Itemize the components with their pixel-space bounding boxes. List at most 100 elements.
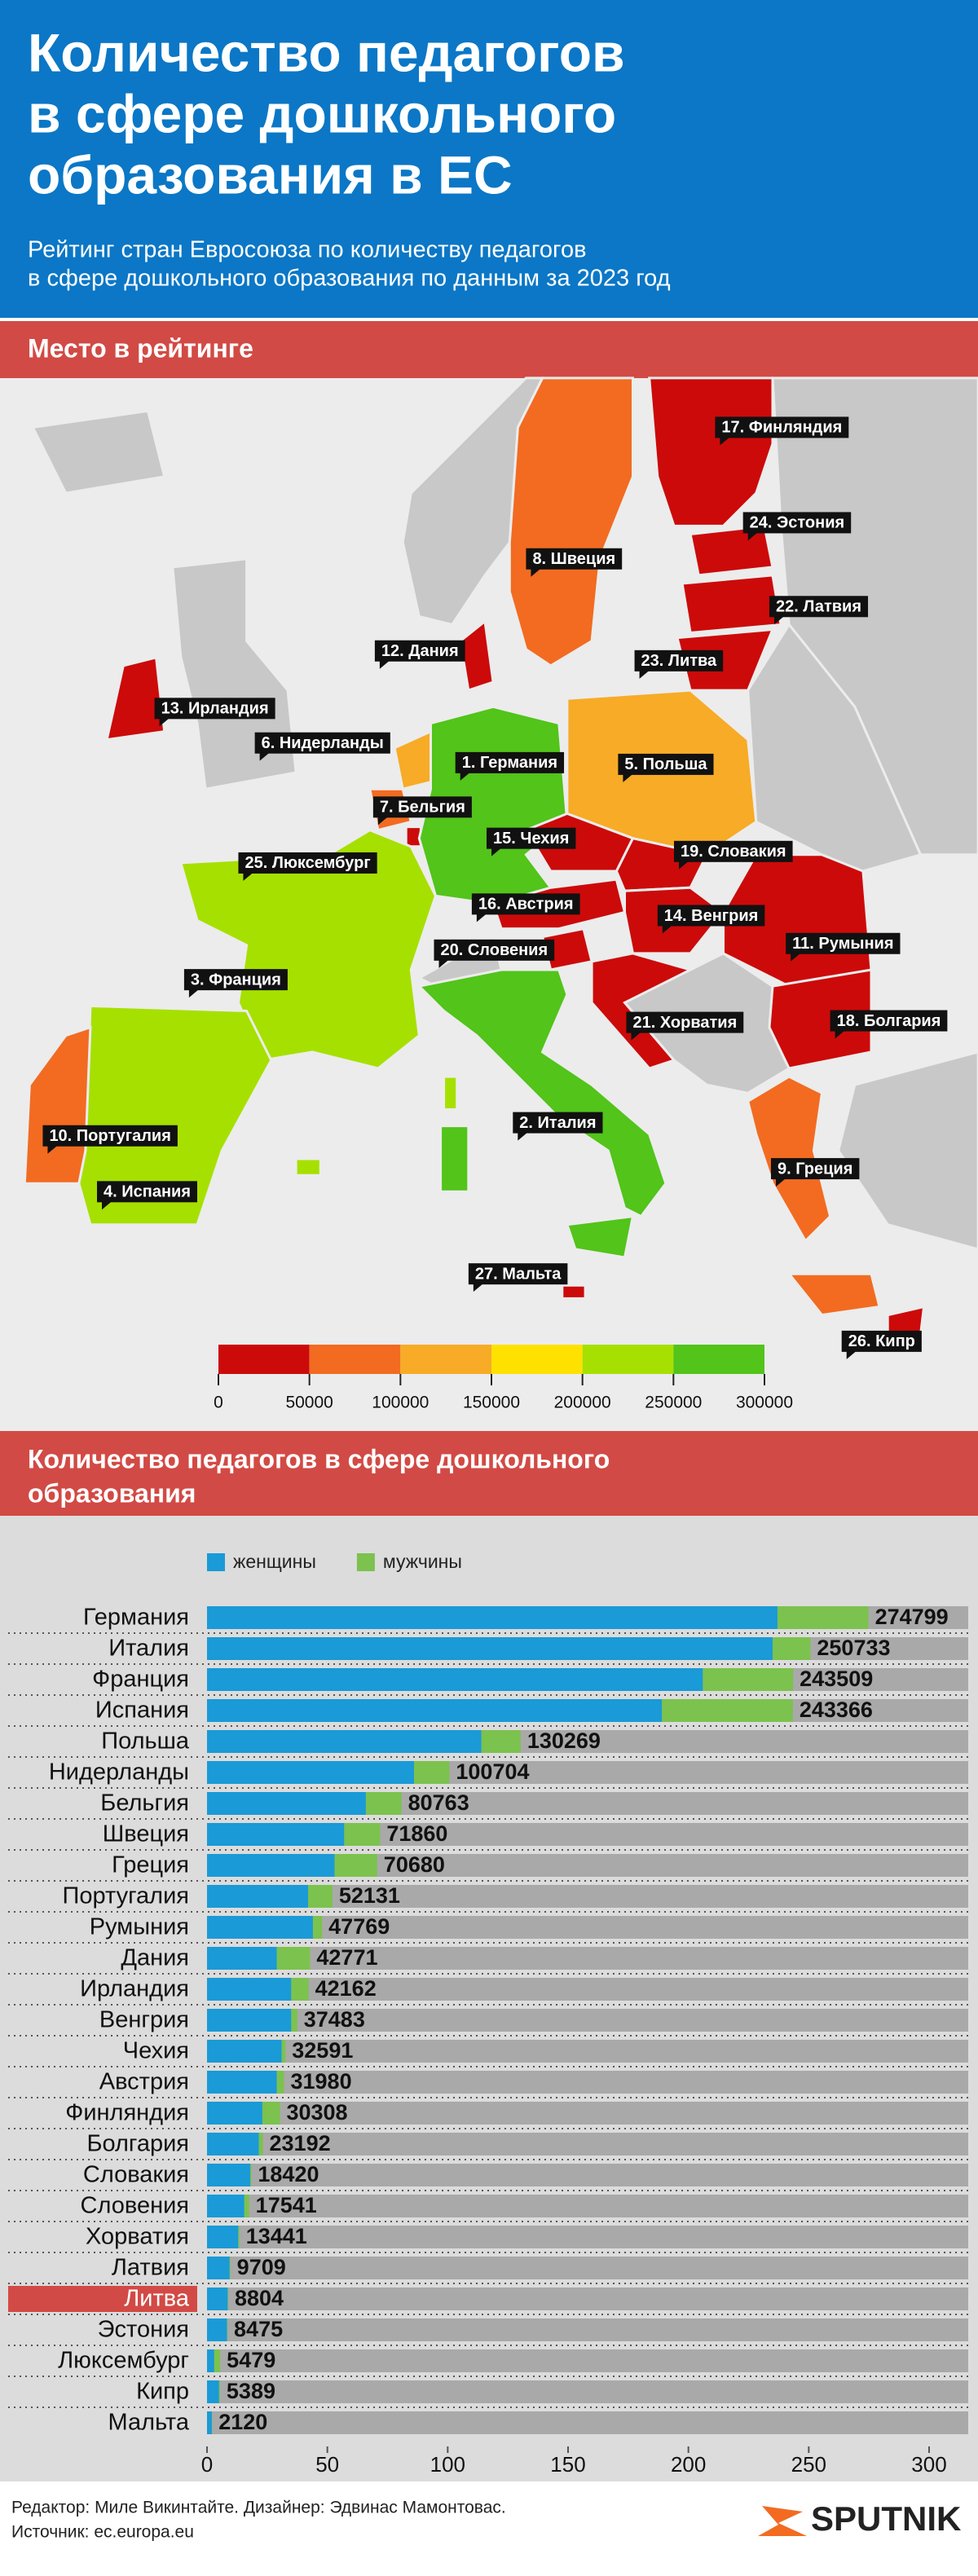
y-tick-label: Австрия bbox=[99, 2069, 189, 2095]
scale-tick-label: 300000 bbox=[736, 1394, 793, 1412]
map-label-pointer bbox=[188, 989, 199, 998]
y-tick-label: Португалия bbox=[63, 1883, 189, 1909]
map-label-text: 16. Австрия bbox=[478, 896, 574, 914]
y-tick-label: Бельгия bbox=[100, 1790, 189, 1816]
map-label-pointer bbox=[473, 1284, 483, 1292]
total-label: 23192 bbox=[270, 2131, 331, 2155]
total-label: 13441 bbox=[246, 2224, 307, 2248]
scale-swatch bbox=[582, 1345, 674, 1374]
bar-segment bbox=[244, 2195, 249, 2217]
map-label-box bbox=[634, 650, 724, 672]
map-label-pointer bbox=[747, 532, 758, 541]
country-other bbox=[31, 409, 166, 495]
bar-segment bbox=[214, 2349, 221, 2372]
map-label: 1. Германия bbox=[455, 751, 565, 781]
map-label-pointer bbox=[159, 718, 170, 727]
footer-bg bbox=[0, 2481, 978, 2576]
legend-swatch bbox=[356, 1553, 375, 1571]
bar-track bbox=[207, 2133, 968, 2155]
country bbox=[443, 1075, 459, 1111]
bar-segment bbox=[207, 1823, 345, 1846]
y-tick-label: Хорватия bbox=[86, 2224, 189, 2250]
map-label-pointer bbox=[720, 437, 730, 446]
map-label-text: 14. Венгрия bbox=[664, 907, 759, 925]
map-label: 21. Хорватия bbox=[626, 1011, 744, 1041]
country bbox=[416, 968, 667, 1218]
scale-tick-label: 200000 bbox=[554, 1394, 611, 1412]
map-label: 2. Италия bbox=[513, 1112, 603, 1141]
country bbox=[676, 627, 775, 692]
total-label: 42162 bbox=[315, 1976, 377, 2001]
y-tick-label: Финляндия bbox=[65, 2100, 189, 2126]
map-label: 5. Польша bbox=[618, 753, 714, 782]
map-label-box bbox=[238, 852, 377, 874]
map: 17. Финляндия 24. Эстония 8. Швеция 22. Лат… bbox=[23, 376, 978, 1412]
y-tick-label: Франция bbox=[92, 1667, 189, 1693]
map-label: 19. Словакия bbox=[673, 840, 793, 870]
map-label-pointer bbox=[476, 914, 487, 923]
title-line: Количество педагогов bbox=[28, 22, 625, 82]
logo-mark bbox=[758, 2506, 807, 2536]
total-label: 5479 bbox=[227, 2348, 275, 2372]
chart-title: образования bbox=[28, 1478, 196, 1508]
x-tick-label: 150 bbox=[550, 2452, 585, 2477]
map-label-box bbox=[374, 640, 465, 662]
map-label-box bbox=[513, 1112, 603, 1134]
scale-swatch bbox=[218, 1345, 310, 1374]
bar-segment bbox=[207, 1699, 663, 1722]
total-label: 37483 bbox=[304, 2007, 365, 2032]
country bbox=[294, 1157, 322, 1177]
country-other bbox=[837, 1050, 978, 1251]
bar-track bbox=[207, 2164, 968, 2186]
x-tick-label: 0 bbox=[201, 2452, 213, 2477]
country bbox=[689, 524, 774, 577]
y-tick-label: Кипр bbox=[136, 2379, 189, 2405]
map-label: 3. Франция bbox=[183, 969, 288, 998]
scale-tick-label: 250000 bbox=[645, 1394, 702, 1412]
y-tick-label: Болгария bbox=[86, 2131, 189, 2157]
bar-segment bbox=[344, 1823, 381, 1846]
map-label-box bbox=[673, 840, 793, 862]
bar-segment bbox=[291, 2009, 297, 2032]
map-label-pointer bbox=[518, 1132, 528, 1141]
map-label-pointer bbox=[259, 752, 270, 761]
map-label: 15. Чехия bbox=[487, 827, 576, 856]
x-tick-label: 50 bbox=[315, 2452, 339, 2477]
y-tick-label: Словения bbox=[81, 2193, 189, 2219]
bar-segment bbox=[207, 2102, 262, 2125]
map-label-text: 7. Бельгия bbox=[380, 799, 465, 817]
map-label: 26. Кипр bbox=[841, 1330, 922, 1359]
y-tick-label: Венгрия bbox=[99, 2007, 189, 2033]
map-label-box bbox=[372, 796, 472, 818]
bar-segment bbox=[207, 1916, 313, 1939]
total-label: 250733 bbox=[817, 1636, 890, 1660]
map-label-text: 2. Италия bbox=[519, 1114, 596, 1132]
map-label: 13. Ирландия bbox=[154, 698, 275, 727]
bar-segment bbox=[207, 1854, 335, 1877]
country bbox=[105, 655, 166, 742]
map-label: 24. Эстония bbox=[742, 512, 852, 541]
legend-label: женщины bbox=[233, 1551, 316, 1572]
map-label-pointer bbox=[662, 925, 672, 934]
y-tick-label: Польша bbox=[101, 1728, 190, 1755]
bar-segment bbox=[207, 1730, 482, 1753]
map-label-box bbox=[742, 512, 852, 534]
x-tick-label: 300 bbox=[911, 2452, 946, 2477]
total-label: 30308 bbox=[286, 2100, 347, 2125]
bar-segment bbox=[207, 2318, 227, 2341]
map-label: 16. Австрия bbox=[471, 893, 580, 923]
map-label: 22. Латвия bbox=[769, 596, 869, 625]
total-label: 8475 bbox=[234, 2317, 283, 2341]
bar-segment bbox=[281, 2040, 286, 2063]
map-label-pointer bbox=[846, 1350, 857, 1359]
map-label: 25. Люксембург bbox=[238, 852, 377, 881]
country bbox=[178, 828, 438, 1070]
map-label-box bbox=[841, 1330, 922, 1352]
y-tick-label: Литва bbox=[124, 2286, 190, 2312]
title-line: образования в ЕС bbox=[28, 144, 513, 205]
map-label-text: 9. Греция bbox=[778, 1160, 852, 1178]
map-label-pointer bbox=[623, 773, 633, 782]
total-label: 52131 bbox=[339, 1883, 400, 1908]
map-label-text: 1. Германия bbox=[462, 754, 557, 772]
bar-segment bbox=[227, 2318, 228, 2341]
